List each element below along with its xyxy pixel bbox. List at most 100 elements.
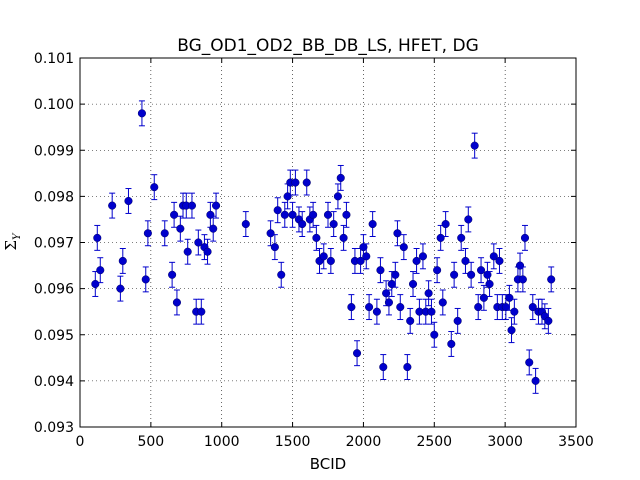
point-marker	[427, 307, 436, 316]
point-marker	[172, 298, 181, 307]
point-marker	[376, 266, 385, 275]
point-marker	[510, 307, 519, 316]
data-point	[510, 298, 519, 325]
x-tick-labels: 0 500 1000 1500 2000 2500 3000 3500	[76, 434, 594, 450]
data-point	[96, 257, 105, 284]
point-marker	[406, 316, 415, 325]
data-point	[495, 247, 504, 274]
point-marker	[183, 247, 192, 256]
data-point	[194, 229, 203, 256]
point-marker	[520, 233, 530, 242]
point-marker	[461, 256, 470, 266]
data-point	[415, 298, 424, 325]
x-tick-label: 1500	[275, 434, 311, 450]
data-point	[505, 284, 514, 311]
data-point	[288, 201, 297, 228]
grid-lines	[79, 57, 577, 428]
data-point	[421, 298, 430, 325]
data-point	[433, 257, 442, 284]
data-point	[209, 215, 218, 242]
data-point	[412, 247, 421, 274]
data-point	[408, 271, 418, 297]
data-point	[528, 294, 537, 321]
data-point	[319, 243, 328, 270]
point-marker	[393, 229, 402, 238]
data-point	[309, 201, 318, 228]
data-point	[393, 220, 402, 247]
point-marker	[418, 252, 427, 261]
point-marker	[333, 192, 342, 201]
data-point	[329, 211, 338, 238]
data-point	[450, 261, 459, 288]
data-point	[384, 289, 393, 316]
data-point	[467, 261, 476, 288]
point-marker	[495, 256, 504, 266]
data-point	[544, 307, 553, 334]
x-axis-label: BCID	[310, 455, 346, 473]
point-marker	[387, 279, 396, 289]
point-marker	[531, 376, 540, 385]
data-point	[124, 188, 133, 214]
point-marker	[91, 279, 100, 289]
point-marker	[412, 256, 421, 266]
data-point	[531, 367, 540, 394]
data-point	[118, 247, 127, 274]
point-marker	[430, 330, 439, 339]
y-tick-label: 0.097	[34, 236, 74, 252]
data-point	[150, 174, 159, 201]
data-point	[406, 307, 415, 334]
point-marker	[365, 303, 374, 312]
y-tick-label: 0.093	[34, 420, 74, 436]
point-marker	[441, 220, 450, 229]
point-marker	[118, 256, 127, 266]
point-marker	[108, 201, 117, 210]
point-marker	[168, 270, 177, 279]
point-marker	[143, 229, 152, 238]
y-tick-label: 0.100	[34, 97, 74, 113]
point-marker	[483, 270, 492, 279]
point-marker	[176, 224, 185, 233]
point-marker	[474, 303, 483, 312]
y-tick-label: 0.098	[34, 189, 74, 205]
point-marker	[187, 201, 197, 210]
point-marker	[457, 233, 466, 242]
data-point	[203, 238, 212, 265]
data-point	[350, 247, 359, 274]
data-point	[93, 224, 102, 251]
y-axis-label: ΣY	[2, 232, 23, 251]
data-point	[396, 294, 405, 321]
data-point	[315, 247, 324, 274]
data-point	[298, 211, 307, 238]
data-point	[116, 275, 125, 302]
point-marker	[141, 275, 150, 284]
point-marker	[485, 279, 494, 289]
data-point	[362, 243, 371, 270]
point-marker	[353, 349, 362, 358]
point-marker	[160, 229, 169, 238]
data-point	[447, 331, 456, 357]
chart-title: BG_OD1_OD2_BB_DB_LS, HFET, DG	[177, 36, 479, 56]
data-point	[302, 169, 311, 196]
data-point	[183, 238, 192, 265]
point-marker	[203, 247, 212, 256]
point-marker	[347, 303, 356, 312]
point-marker	[356, 256, 365, 266]
point-marker	[280, 210, 289, 219]
point-marker	[342, 210, 351, 219]
data-point	[441, 211, 450, 238]
point-marker	[319, 252, 328, 261]
point-marker	[211, 201, 221, 210]
data-point	[365, 294, 374, 321]
point-marker	[382, 289, 391, 298]
point-marker	[323, 210, 333, 219]
data-point	[137, 100, 146, 127]
point-marker	[547, 275, 556, 284]
data-point	[461, 247, 470, 274]
point-marker	[302, 178, 311, 187]
point-marker	[403, 362, 412, 372]
point-marker	[477, 266, 486, 275]
data-point	[339, 224, 348, 251]
data-point	[547, 266, 556, 293]
data-point	[312, 224, 321, 251]
